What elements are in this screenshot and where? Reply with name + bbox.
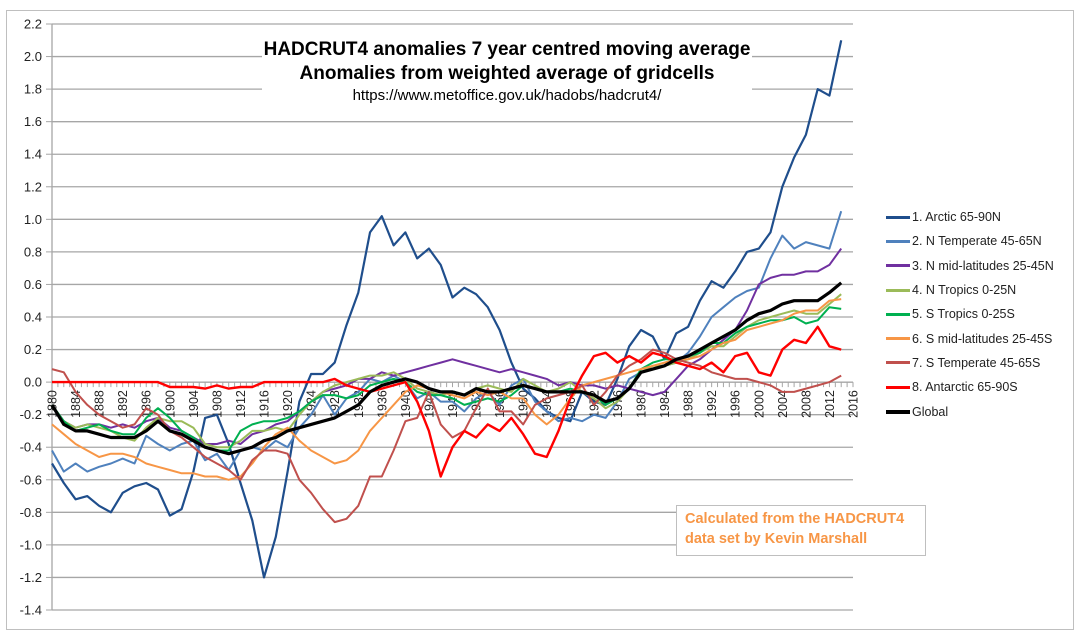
x-tick-label: 1960 bbox=[517, 390, 531, 418]
x-tick-label: 1900 bbox=[163, 390, 177, 418]
x-tick-label: 1892 bbox=[116, 390, 130, 418]
legend-label: 1. Arctic 65-90N bbox=[912, 210, 1001, 225]
legend-label: 5. S Tropics 0-25S bbox=[912, 307, 1015, 322]
legend-item: 5. S Tropics 0-25S bbox=[878, 302, 1078, 326]
x-tick-label: 1980 bbox=[634, 390, 648, 418]
x-tick-label: 1988 bbox=[682, 390, 696, 418]
legend-item: 8. Antarctic 65-90S bbox=[878, 375, 1078, 399]
series-line-7 bbox=[51, 348, 842, 524]
legend-label: 2. N Temperate 45-65N bbox=[912, 234, 1042, 249]
chart-title-box: HADCRUT4 anomalies 7 year centred moving… bbox=[262, 38, 752, 105]
x-tick-label: 1992 bbox=[705, 390, 719, 418]
y-tick-label: 0.2 bbox=[24, 342, 42, 357]
series-line-6 bbox=[51, 298, 842, 481]
x-tick-label: 1916 bbox=[258, 390, 272, 418]
y-tick-label: 0.6 bbox=[24, 277, 42, 292]
legend-label: 6. S mid-latitudes 25-45S bbox=[912, 331, 1053, 346]
x-tick-label: 1940 bbox=[399, 390, 413, 418]
y-tick-label: 0.0 bbox=[24, 375, 42, 390]
y-tick-label: 0.8 bbox=[24, 244, 42, 259]
legend-item: Global bbox=[878, 399, 1078, 423]
legend-swatch bbox=[886, 264, 910, 268]
series-line-1 bbox=[51, 40, 843, 579]
y-tick-label: 1.2 bbox=[24, 179, 42, 194]
y-axis: 2.2 2.0 1.8 1.6 1.4 1.2 1.0 0.8 0.6 0.4 0.2 0.0 -0.2… bbox=[20, 17, 53, 618]
chart-subtitle: Anomalies from weighted average of gridc… bbox=[299, 63, 715, 84]
legend-swatch bbox=[886, 312, 910, 316]
y-tick-label: 1.6 bbox=[24, 114, 42, 129]
legend-label: 7. S Temperate 45-65S bbox=[912, 355, 1041, 370]
x-tick-label: 1984 bbox=[658, 390, 672, 418]
x-tick-label: 2000 bbox=[752, 390, 766, 418]
legend-item: 2. N Temperate 45-65N bbox=[878, 229, 1078, 253]
y-tick-label: -1.0 bbox=[20, 537, 42, 552]
legend-swatch bbox=[886, 288, 910, 292]
chart-legend: 1. Arctic 65-90N 2. N Temperate 45-65N 3. … bbox=[878, 205, 1078, 424]
y-tick-label: 2.0 bbox=[24, 49, 42, 64]
x-tick-label: 2008 bbox=[799, 390, 813, 418]
chart-title: HADCRUT4 anomalies 7 year centred moving… bbox=[263, 39, 751, 60]
x-axis: 1880 1884 1888 1892 1896 1900 1904 1908 1912 1916… bbox=[46, 381, 861, 418]
y-tick-label: 2.2 bbox=[24, 17, 42, 32]
legend-swatch bbox=[886, 361, 910, 365]
x-tick-label: 1908 bbox=[210, 390, 224, 418]
x-tick-label: 2012 bbox=[823, 390, 837, 418]
legend-label: Global bbox=[912, 404, 949, 419]
x-tick-label: 1912 bbox=[234, 390, 248, 418]
x-tick-label: 1936 bbox=[375, 390, 389, 418]
series-line-8 bbox=[52, 325, 842, 478]
series-line-5 bbox=[51, 306, 842, 452]
y-tick-label: -1.2 bbox=[20, 570, 42, 585]
y-tick-label: -0.6 bbox=[20, 472, 42, 487]
legend-label: 4. N Tropics 0-25N bbox=[912, 283, 1017, 298]
legend-swatch bbox=[886, 215, 910, 219]
y-tick-label: -0.4 bbox=[20, 440, 42, 455]
legend-item: 4. N Tropics 0-25N bbox=[878, 278, 1078, 302]
x-tick-label: 1920 bbox=[281, 390, 295, 418]
series-line-9 bbox=[50, 281, 843, 456]
legend-item: 6. S mid-latitudes 25-45S bbox=[878, 326, 1078, 350]
legend-label: 8. Antarctic 65-90S bbox=[912, 380, 1018, 395]
legend-item: 1. Arctic 65-90N bbox=[878, 205, 1078, 229]
y-tick-label: -0.8 bbox=[20, 505, 42, 520]
y-tick-label: 1.4 bbox=[24, 147, 42, 162]
legend-swatch bbox=[886, 337, 910, 341]
legend-swatch bbox=[886, 385, 910, 389]
y-tick-label: -0.2 bbox=[20, 407, 42, 422]
credit-line-2: data set by Kevin Marshall bbox=[685, 531, 868, 547]
x-tick-label: 1888 bbox=[93, 390, 107, 418]
y-tick-label: 1.0 bbox=[24, 212, 42, 227]
series-lines bbox=[50, 40, 843, 579]
y-tick-label: 0.4 bbox=[24, 310, 42, 325]
credit-annotation: Calculated from the HADCRUT4 data set by… bbox=[676, 505, 926, 556]
x-tick-label: 2004 bbox=[776, 390, 790, 418]
x-tick-label: 1904 bbox=[187, 390, 201, 418]
series-line-2 bbox=[51, 210, 843, 473]
credit-line-1: Calculated from the HADCRUT4 bbox=[685, 511, 905, 527]
chart-source-url: https://www.metoffice.gov.uk/hadobs/hadc… bbox=[352, 87, 662, 104]
legend-item: 7. S Temperate 45-65S bbox=[878, 351, 1078, 375]
y-tick-label: 1.8 bbox=[24, 82, 42, 97]
x-tick-label: 1996 bbox=[729, 390, 743, 418]
legend-item: 3. N mid-latitudes 25-45N bbox=[878, 254, 1078, 278]
x-tick-label: 1884 bbox=[69, 390, 83, 418]
legend-swatch bbox=[886, 239, 910, 243]
legend-swatch bbox=[886, 409, 910, 414]
x-tick-label: 2016 bbox=[847, 390, 861, 418]
legend-label: 3. N mid-latitudes 25-45N bbox=[912, 258, 1054, 273]
gridlines bbox=[52, 23, 853, 611]
y-tick-label: -1.4 bbox=[20, 603, 42, 618]
